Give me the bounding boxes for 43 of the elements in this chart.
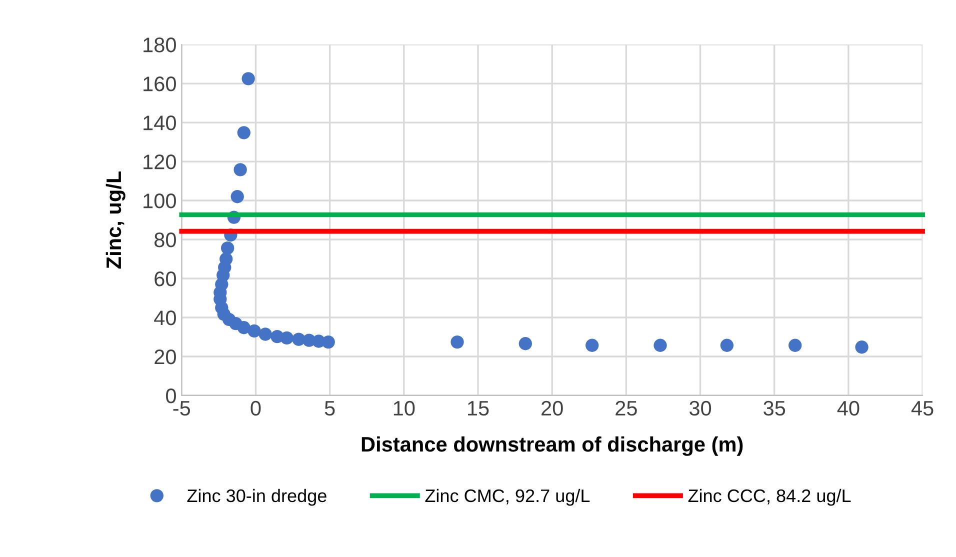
point: [237, 126, 250, 140]
x-tick-label: 45: [911, 401, 934, 416]
x-tick-label: -5: [173, 401, 190, 416]
y-tick-label: 180: [144, 38, 176, 52]
point: [220, 242, 234, 255]
y-tick-label: 20: [154, 349, 176, 364]
x-tick-label: 25: [616, 400, 637, 416]
x-tick-label: 10: [394, 400, 415, 416]
point: [280, 331, 294, 345]
x-tick-label: 40: [837, 400, 860, 416]
y-tick-label: 100: [144, 194, 176, 208]
x-axis-title: Distance downstream of discharge (m): [362, 436, 743, 456]
point: [450, 335, 464, 349]
legend-label: Zinc 30-in dredge: [187, 488, 326, 506]
y-tick-label: 120: [144, 154, 176, 170]
point: [518, 337, 532, 350]
x-tick-label: 15: [468, 401, 489, 416]
point: [654, 338, 667, 352]
point: [237, 321, 250, 334]
y-tick-label: 160: [144, 76, 176, 92]
point: [258, 328, 272, 341]
y-tick-label: 140: [144, 116, 176, 130]
y-tick-label: 80: [154, 232, 176, 248]
point: [586, 338, 599, 352]
point: [234, 163, 247, 176]
x-tick-label: 30: [689, 400, 712, 416]
legend-label: Zinc CCC, 84.2 ug/L: [688, 488, 851, 506]
y-tick-label: 40: [154, 310, 176, 326]
point: [242, 72, 255, 86]
point: [230, 190, 244, 204]
x-tick-label: 20: [542, 400, 563, 416]
point: [788, 338, 802, 352]
x-tick-label: 35: [764, 400, 786, 416]
x-tick-label: 5: [324, 401, 335, 416]
y-axis-title: Zinc, ug/L: [106, 171, 126, 269]
x-tick-label: 0: [250, 400, 261, 416]
y-tick-label: 60: [154, 272, 176, 286]
point: [322, 335, 335, 349]
point: [720, 338, 734, 352]
point: [248, 324, 261, 338]
point: [855, 340, 868, 354]
legend-label: Zinc CMC, 92.7 ug/L: [425, 488, 590, 506]
y-tick-label: 0: [166, 388, 176, 404]
